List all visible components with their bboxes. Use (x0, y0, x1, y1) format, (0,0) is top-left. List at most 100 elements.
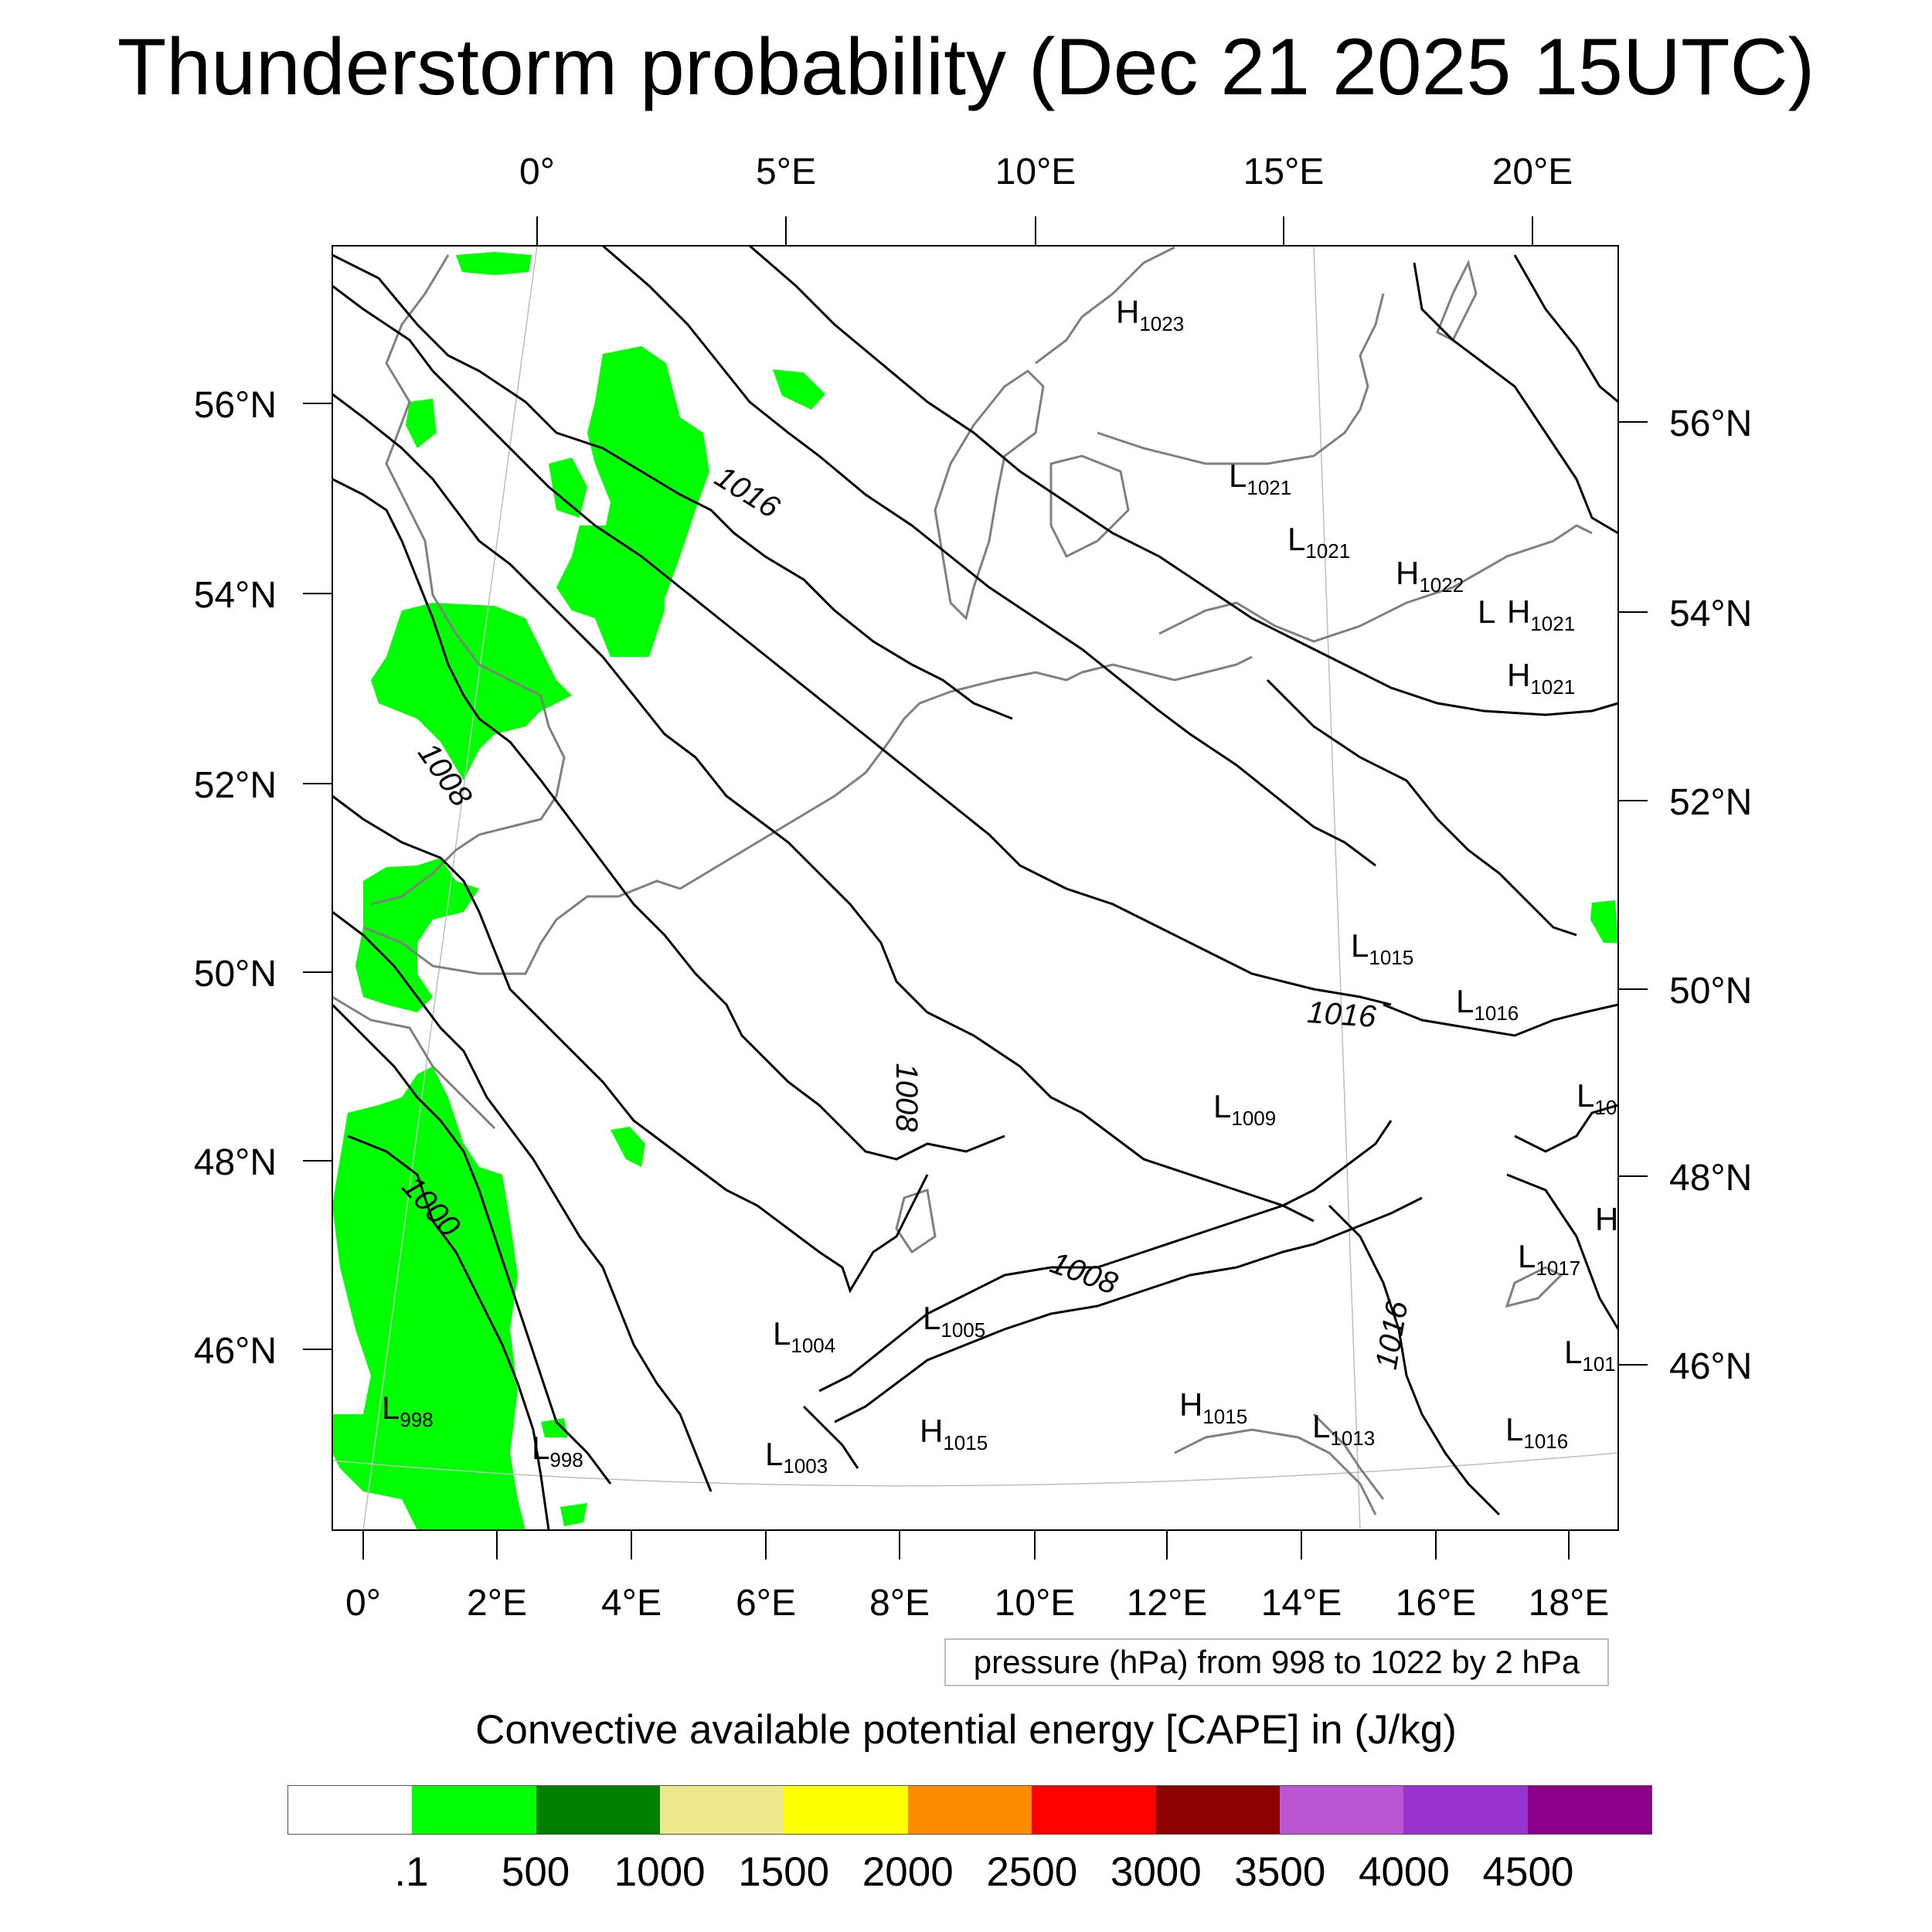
pressure-center: L998 (382, 1389, 434, 1431)
lon-label: 12°E (1127, 1583, 1208, 1624)
colorbar-cell (1527, 1786, 1651, 1834)
coastlines (332, 246, 1593, 1515)
isobar (332, 478, 1005, 1161)
colorbar-label: 4500 (1482, 1849, 1574, 1895)
pressure-center: H1021 (1507, 594, 1575, 635)
lon-label: 16°E (1396, 1583, 1477, 1624)
isobar (818, 1120, 1393, 1393)
pressure-center: L1009 (1213, 1088, 1276, 1130)
colorbar-cell (907, 1786, 1032, 1834)
isobar (1413, 262, 1618, 535)
contour-label: 1016 (1369, 1298, 1415, 1372)
coastline-italy (1174, 1428, 1377, 1515)
pressure-center: H1015 (920, 1413, 988, 1454)
lon-label: 18°E (1529, 1583, 1610, 1624)
colorbar-cell (1403, 1786, 1528, 1834)
cape-area (773, 369, 825, 410)
lon-label: 10°E (995, 1583, 1076, 1624)
lat-label: 46°N (194, 1331, 277, 1372)
cape-area (541, 1418, 568, 1437)
tick-marks (303, 216, 1648, 1560)
colorbar-label: 1500 (738, 1849, 830, 1895)
lon-label: 15°E (1243, 151, 1325, 192)
colorbar-label: 3000 (1110, 1849, 1202, 1895)
pressure-center: L1016 (1456, 983, 1519, 1025)
pressure-center: L1015 (1351, 927, 1413, 969)
colorbar-cell (288, 1786, 413, 1834)
colorbar-cell (1155, 1786, 1280, 1834)
lon-label: 0° (345, 1583, 381, 1624)
coastline-gb (370, 254, 566, 906)
pressure-center: L (1478, 594, 1495, 630)
pressure-center: H (1595, 1201, 1618, 1237)
bottom-longitude-labels: 0° 2°E 4°E 6°E 8°E 10°E 12°E 14°E 16°E 1… (345, 1583, 1609, 1624)
colorbar-label: 3500 (1234, 1849, 1326, 1895)
pressure-center: L1004 (773, 1315, 835, 1357)
pressure-center: L1016 (1505, 1411, 1568, 1453)
cape-area (1590, 900, 1618, 943)
lon-label: 10°E (995, 151, 1077, 192)
pressure-center: L1005 (923, 1300, 985, 1342)
colorbar-label: 2500 (986, 1849, 1078, 1895)
cape-area (332, 1066, 526, 1530)
cape-area (406, 399, 437, 448)
lat-label: 56°N (1669, 403, 1752, 444)
pressure-center: L1003 (765, 1436, 828, 1478)
pressure-center: L1017 (1518, 1238, 1580, 1280)
coastline-jutland (934, 369, 1045, 621)
coastline-gotland (1436, 259, 1478, 342)
lat-label: 54°N (194, 575, 277, 616)
lat-label: 50°N (1669, 971, 1752, 1012)
coastline-germany-north (1081, 655, 1253, 682)
lat-label: 54°N (1669, 594, 1752, 634)
right-latitude-labels: 56°N 54°N 52°N 50°N 48°N 46°N (1669, 403, 1752, 1387)
pressure-center: L10 (1577, 1077, 1617, 1119)
colorbar-label: .1 (394, 1849, 429, 1895)
colorbar-cell (784, 1786, 908, 1834)
isobar (1506, 1173, 1618, 1330)
cape-area (556, 526, 665, 657)
coastline-adriatic (1312, 1413, 1385, 1500)
colorbar-label: 500 (501, 1849, 570, 1895)
pressure-center: L1013 (1312, 1408, 1375, 1450)
coastline-zealand (1049, 454, 1130, 559)
lon-label: 8°E (869, 1583, 930, 1624)
cape-area (355, 858, 479, 1012)
colorbar-cell (536, 1786, 661, 1834)
lat-label: 48°N (1669, 1158, 1752, 1199)
contour-info-box: pressure (hPa) from 998 to 1022 by 2 hPa (944, 1638, 1609, 1686)
lon-label: 0° (519, 151, 555, 192)
isobar (834, 1196, 1423, 1423)
coastline-france-west (332, 995, 496, 1130)
isobar (602, 246, 1376, 867)
lat-label: 52°N (194, 765, 277, 806)
cape-areas (332, 252, 1618, 1530)
lake (895, 1189, 937, 1254)
colorbar-labels: .1 500 1000 1500 2000 2500 3000 3500 4000 4500 (0, 1849, 1932, 1903)
colorbar-title: Convective available potential energy [C… (475, 1707, 1457, 1753)
coastline-france (362, 879, 681, 975)
pressure-center: L1021 (1229, 457, 1291, 499)
colorbar-cell (412, 1786, 536, 1834)
pressure-center: H1023 (1116, 294, 1184, 335)
left-latitude-labels: 56°N 54°N 52°N 50°N 48°N 46°N (194, 385, 277, 1372)
contour-labels: 1016 1008 1000 1008 1016 1008 1016 (396, 460, 1415, 1372)
isobar (1328, 1204, 1501, 1516)
lon-label: 14°E (1261, 1583, 1342, 1624)
colorbar-label: 4000 (1358, 1849, 1450, 1895)
isobar (347, 1134, 550, 1530)
isobar (332, 393, 1315, 1223)
pressure-center: H1022 (1396, 555, 1464, 597)
colorbar-label: 1000 (614, 1849, 706, 1895)
map-title: Thunderstorm probability (Dec 21 2025 15… (117, 22, 1815, 112)
lat-label: 56°N (194, 385, 277, 426)
pressure-center: H1015 (1179, 1386, 1247, 1428)
coastline-sweden (1035, 246, 1385, 465)
cape-area (611, 1127, 645, 1167)
isobar (749, 246, 1618, 716)
isobar (1266, 679, 1577, 937)
colorbar-cell (1032, 1786, 1156, 1834)
pressure-center: L101 (1564, 1334, 1616, 1376)
isobar (1514, 1104, 1618, 1153)
